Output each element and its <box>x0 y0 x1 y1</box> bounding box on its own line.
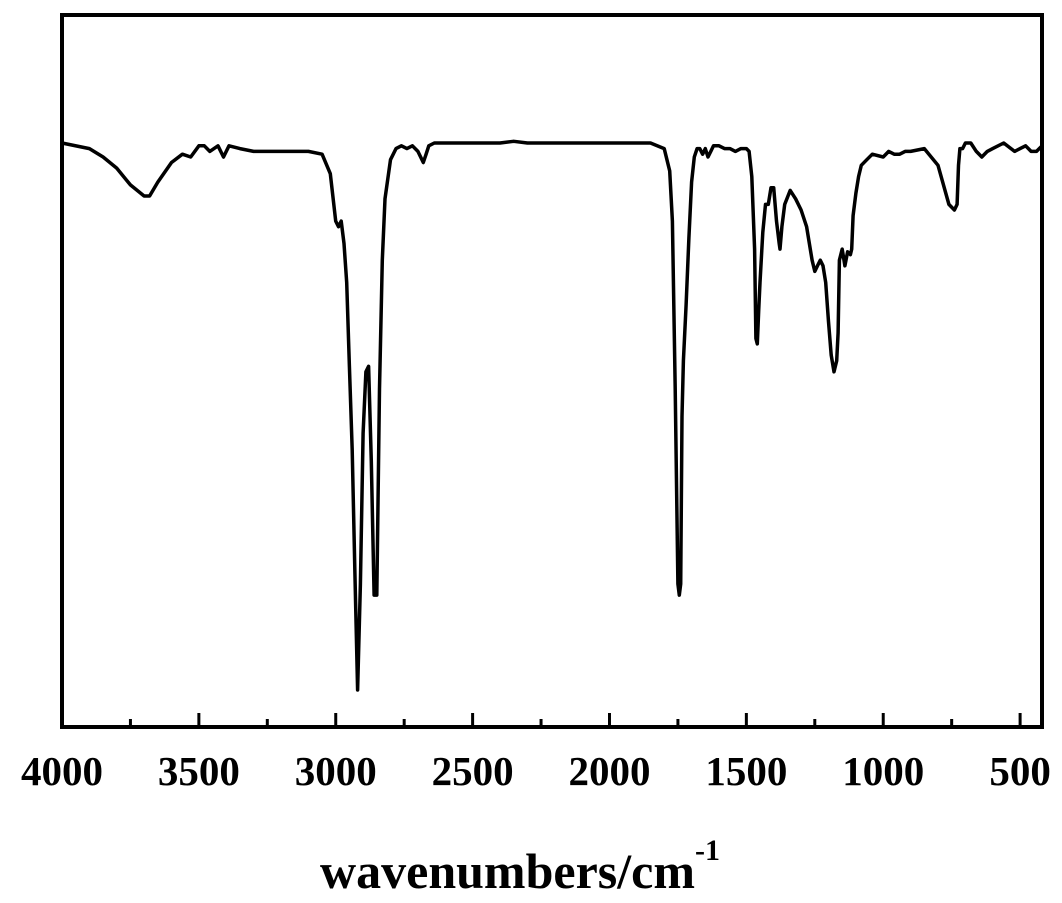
x-axis-label: wavenumbers/cm-1 <box>320 834 720 899</box>
x-tick-label: 1500 <box>705 748 787 794</box>
plot-frame <box>60 13 1044 729</box>
x-tick-label: 4000 <box>21 748 103 794</box>
x-tick-label: 2500 <box>432 748 514 794</box>
x-axis-label-text: wavenumbers/cm <box>320 843 695 899</box>
x-tick-label: 2000 <box>568 748 650 794</box>
x-tick-label: 3500 <box>158 748 240 794</box>
x-tick-label: 3000 <box>295 748 377 794</box>
x-axis-tick-labels: 4000 3500 3000 2500 2000 1500 1000 500 <box>21 748 1051 794</box>
spectrum-line <box>60 139 1044 692</box>
x-axis-ticks <box>60 713 1022 727</box>
x-tick-label: 500 <box>989 748 1051 794</box>
x-tick-label: 1000 <box>842 748 924 794</box>
x-axis-label-superscript: -1 <box>695 834 720 867</box>
